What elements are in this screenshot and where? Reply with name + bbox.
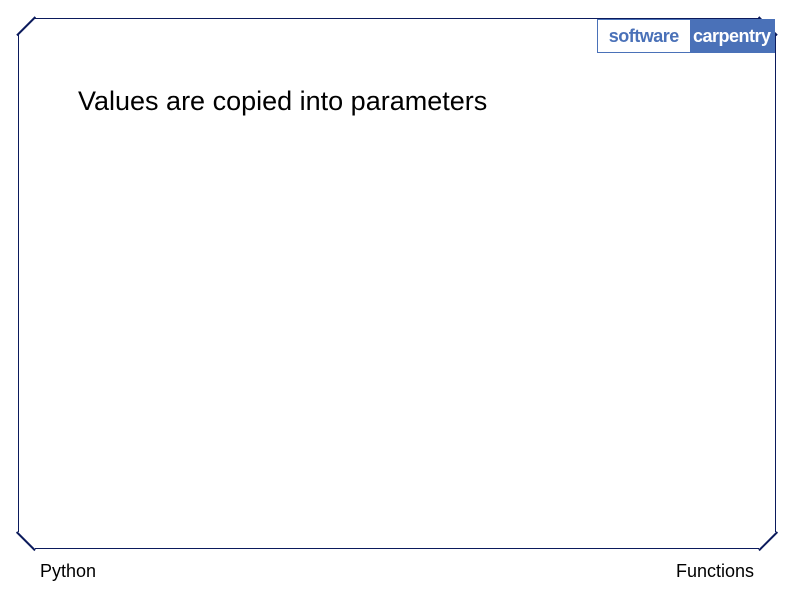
footer-right: Functions xyxy=(676,561,754,582)
corner-notch-bl xyxy=(17,532,35,550)
logo-right-text: carpentry xyxy=(693,26,771,47)
footer-left: Python xyxy=(40,561,96,582)
corner-notch-br xyxy=(759,532,777,550)
slide-heading: Values are copied into parameters xyxy=(78,86,487,117)
corner-notch-tl xyxy=(17,17,35,35)
logo-right: carpentry xyxy=(690,20,774,52)
slide-footer: Python Functions xyxy=(40,561,754,582)
software-carpentry-logo: software carpentry xyxy=(597,19,775,53)
logo-left: software xyxy=(598,20,690,52)
logo-left-text: software xyxy=(609,26,679,47)
